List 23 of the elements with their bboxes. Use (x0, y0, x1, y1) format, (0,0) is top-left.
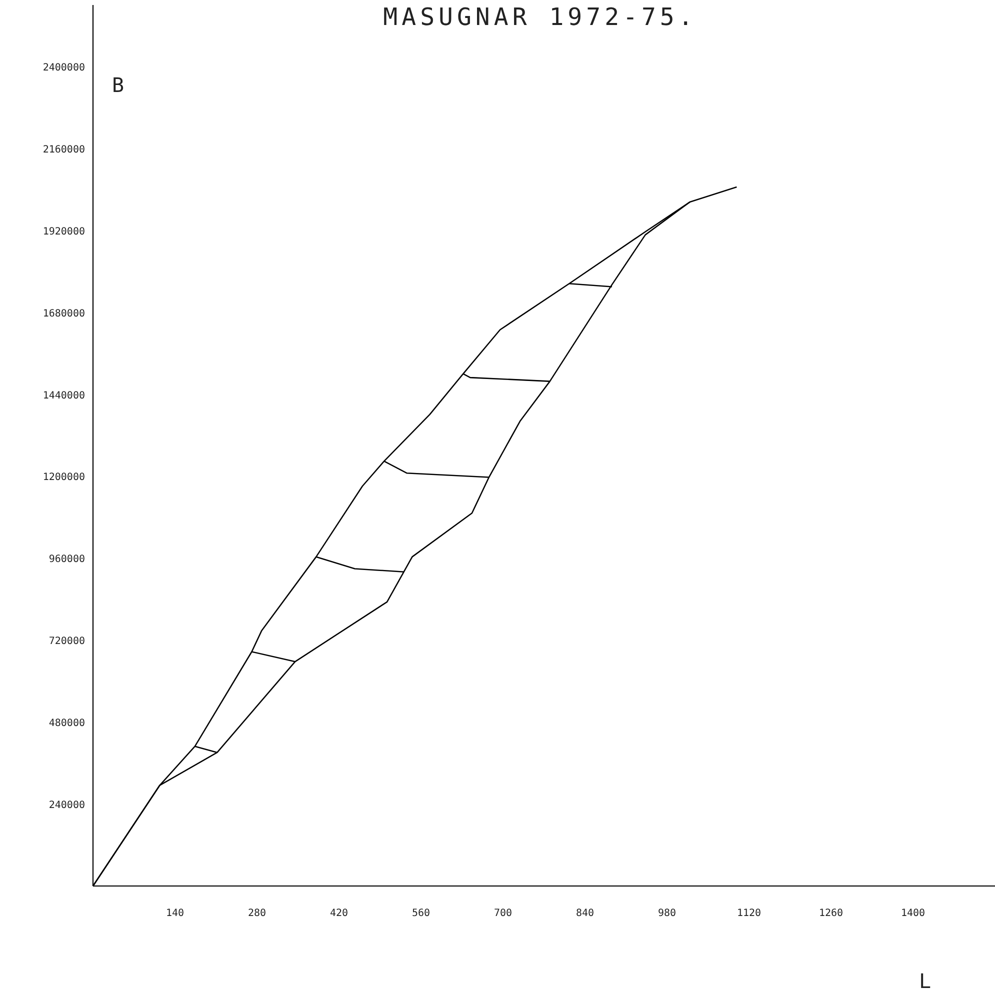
x-tick-label: 840 (576, 908, 594, 919)
y-tick-label: 1920000 (42, 226, 85, 238)
y-tick-label: 1680000 (42, 308, 85, 320)
y-tick-label: 1200000 (42, 472, 85, 484)
y-tick-label: 1440000 (42, 390, 85, 402)
y-tick-label: 960000 (48, 554, 85, 566)
x-axis-title: L (918, 969, 932, 993)
x-tick-label: 980 (658, 908, 676, 919)
y-tick-label: 720000 (48, 636, 85, 648)
x-tick-label: 1120 (736, 908, 762, 919)
chart-title: MASUGNAR 1972-75. (383, 3, 697, 31)
x-tick-label: 280 (248, 908, 266, 919)
y-tick-label: 2400000 (42, 62, 85, 74)
x-tick-label: 1400 (900, 908, 926, 919)
x-tick-label: 420 (330, 908, 348, 919)
y-tick-label: 240000 (48, 800, 85, 812)
x-tick-label: 1260 (818, 908, 844, 919)
x-tick-label: 700 (494, 908, 512, 919)
x-tick-label: 560 (412, 908, 430, 919)
y-tick-label: 2160000 (42, 144, 85, 156)
y-axis-title: B (112, 73, 124, 97)
x-tick-label: 140 (166, 908, 184, 919)
y-tick-label: 480000 (48, 718, 85, 730)
